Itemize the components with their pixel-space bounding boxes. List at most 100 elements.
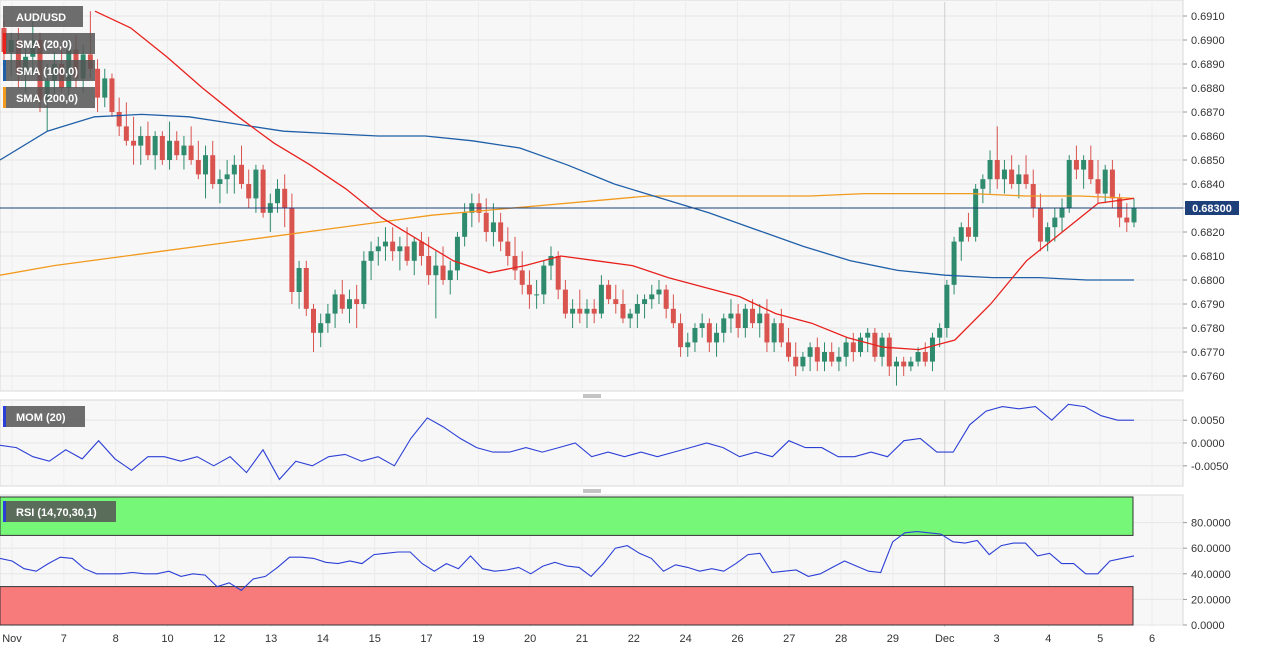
candle-body [390,241,396,252]
candle-body [634,304,640,314]
x-tick-label: 29 [887,633,899,645]
candle-body [217,179,223,184]
sma100-label: SMA (100,0) [16,66,78,78]
candle-body [771,323,777,343]
legend-rsi[interactable]: RSI (14,70,30,1) [3,501,116,522]
candle-body [980,179,986,189]
candle-body [865,332,871,338]
rsi-oversold-zone [0,586,1134,626]
candle-body [95,68,101,98]
candle-body [368,251,374,261]
legend-sma20[interactable]: SMA (20,0) [3,33,95,54]
legend-sma200[interactable]: SMA (200,0) [3,87,95,108]
candle-body [937,328,943,338]
candle-body [174,140,180,156]
x-tick-label: 7 [61,633,67,645]
candle-body [483,212,489,232]
candle-body [239,164,245,184]
price-y-tick-label: 0.6790 [1191,299,1225,311]
candle-body [159,136,165,160]
rsi-y-tick-label: 20.0000 [1191,594,1231,606]
candle-body [814,347,820,362]
candle-body [570,308,576,314]
sma100-line [0,113,1134,281]
candle-body [958,227,964,242]
candle-body [1016,174,1022,184]
candle-body [541,265,547,295]
candle-body [404,246,410,261]
candle-body [1073,160,1079,170]
current-price-badge [1185,201,1239,215]
candle-body [742,308,748,328]
x-tick-label: 6 [1149,633,1155,645]
candle-body [922,352,928,362]
candle-body [382,241,388,247]
candle-body [512,256,518,271]
candle-body [598,284,604,314]
candle-body [1102,169,1108,194]
x-tick-label: 12 [213,633,225,645]
candle-body [908,361,914,367]
x-tick-label: 22 [628,633,640,645]
candle-body [786,342,792,357]
candle-body [1088,160,1094,180]
x-tick-label: 3 [993,633,999,645]
candle-body [1037,208,1043,242]
candle-body [310,308,316,333]
candle-body [354,299,360,304]
splitter-handle-1[interactable] [583,394,601,398]
indicator-lines [0,403,1135,592]
rsi-y-tick-label: 40.0000 [1191,569,1231,581]
candle-body [325,313,331,324]
rsi-y-tick-label: 0.0000 [1191,620,1225,632]
legend-sma100[interactable]: SMA (100,0) [3,60,95,81]
candle-body [721,318,727,333]
candle-body [203,155,209,175]
price-y-tick-label: 0.6870 [1191,107,1225,119]
mom-label: MOM (20) [16,412,66,424]
candle-body [418,241,424,256]
rsi-y-tick-label: 60.0000 [1191,543,1231,555]
candle-body [195,160,201,175]
candle-body [678,323,684,348]
price-y-tick-label: 0.6800 [1191,275,1225,287]
x-tick-label: 13 [265,633,277,645]
candle-body [750,308,756,324]
candle-body [829,352,835,362]
candle-body [454,236,460,271]
candle-body [447,270,453,280]
candle-body [548,256,554,266]
candle-body [318,323,324,333]
candle-body [893,361,899,367]
splitter-handle-2[interactable] [583,489,601,493]
candle-body [1124,217,1130,223]
x-tick-label: 8 [113,633,119,645]
x-tick-label: 20 [524,633,536,645]
rsi-line [0,531,1135,592]
candle-body [656,289,662,295]
candle-body [15,40,21,74]
candle-body [555,256,561,290]
candle-body [332,294,338,314]
candle-body [275,188,281,204]
rsi-y-tick-label: 80.0000 [1191,518,1231,530]
legend-mom[interactable]: MOM (20) [3,406,85,427]
candle-body [210,155,216,184]
candle-body [1052,217,1058,228]
candle-body [339,294,345,309]
x-tick-label: 21 [576,633,588,645]
x-tick-label: 26 [731,633,743,645]
candle-body [965,227,971,237]
price-y-tick-label: 0.6770 [1191,347,1225,359]
candle-body [397,246,403,252]
candle-body [836,356,842,362]
candle-body [973,188,979,237]
candle-body [375,246,381,252]
x-tick-label: 4 [1045,633,1051,645]
candle-body [411,241,417,261]
candle-body [994,160,1000,180]
candle-body [138,136,144,146]
candle-body [685,342,691,348]
candle-body [260,169,266,213]
